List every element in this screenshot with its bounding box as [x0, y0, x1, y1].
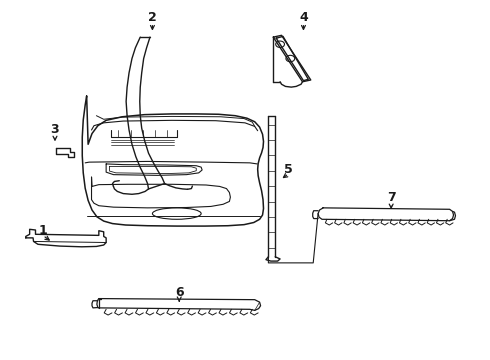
Text: 5: 5: [285, 163, 293, 176]
Text: 4: 4: [299, 11, 308, 24]
Text: 2: 2: [148, 11, 157, 24]
Text: 7: 7: [387, 192, 395, 204]
Text: 6: 6: [175, 286, 184, 299]
Text: 1: 1: [38, 224, 47, 237]
Text: 3: 3: [50, 123, 59, 136]
